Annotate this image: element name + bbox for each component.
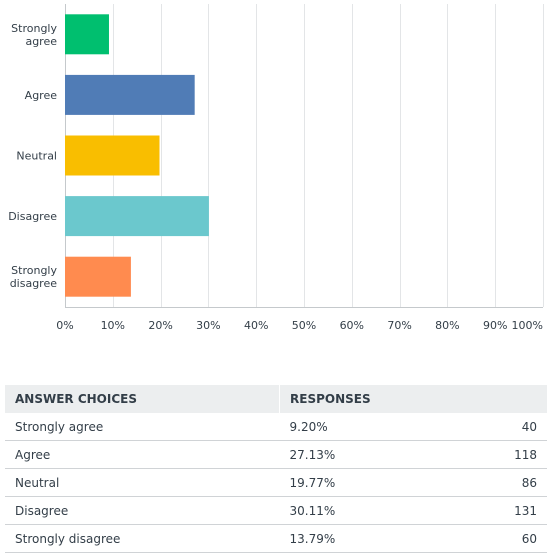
- header-responses: RESPONSES: [279, 385, 547, 413]
- category-label: Neutral: [16, 150, 57, 163]
- row-choice: Strongly disagree: [5, 524, 280, 553]
- row-count: 131: [441, 496, 547, 525]
- results-table: ANSWER CHOICES RESPONSES Strongly agree …: [5, 385, 547, 553]
- tick-label: 80%: [435, 319, 459, 332]
- bar: [65, 74, 195, 115]
- tick-label: 60%: [340, 319, 364, 332]
- table-header-row: ANSWER CHOICES RESPONSES: [5, 385, 547, 413]
- table-row: Strongly agree 9.20% 40: [5, 413, 547, 441]
- tick-label: 50%: [292, 319, 316, 332]
- category-label: disagree: [10, 277, 58, 290]
- tick-label: 40%: [244, 319, 268, 332]
- row-choice: Agree: [5, 440, 280, 469]
- row-choice: Strongly agree: [5, 413, 280, 441]
- row-choice: Disagree: [5, 496, 280, 525]
- bar-chart: Strongly agree Agree Neutral Disagree Strongl…: [8, 4, 544, 332]
- row-percent: 30.11%: [279, 496, 442, 525]
- tick-label: 70%: [387, 319, 411, 332]
- row-percent: 27.13%: [279, 440, 442, 469]
- bar: [65, 14, 109, 55]
- tick-label: 10%: [101, 319, 125, 332]
- category-label: agree: [25, 35, 57, 48]
- table-row: Strongly disagree 13.79% 60: [5, 524, 547, 553]
- row-count: 60: [441, 524, 547, 553]
- category-label: Disagree: [8, 210, 57, 223]
- row-count: 40: [441, 413, 547, 441]
- row-count: 118: [441, 440, 547, 469]
- tick-label: 100%: [512, 319, 543, 332]
- tick-label: 0%: [56, 319, 73, 332]
- row-percent: 13.79%: [279, 524, 442, 553]
- header-answer-choices: ANSWER CHOICES: [5, 385, 280, 413]
- category-label: Strongly: [11, 264, 57, 277]
- bar: [65, 196, 209, 237]
- row-percent: 19.77%: [279, 468, 442, 497]
- category-label: Agree: [25, 89, 58, 102]
- tick-label: 30%: [196, 319, 220, 332]
- category-label: Strongly: [11, 22, 57, 35]
- row-count: 86: [441, 468, 547, 497]
- table-row: Agree 27.13% 118: [5, 440, 547, 469]
- table-row: Neutral 19.77% 86: [5, 468, 547, 497]
- chart-svg: StronglyagreeAgreeNeutralDisagreeStrongl…: [8, 4, 544, 332]
- bar: [65, 135, 160, 176]
- bar: [65, 256, 131, 297]
- tick-label: 90%: [483, 319, 507, 332]
- table-row: Disagree 30.11% 131: [5, 496, 547, 525]
- tick-label: 20%: [148, 319, 172, 332]
- row-percent: 9.20%: [279, 413, 442, 441]
- row-choice: Neutral: [5, 468, 280, 497]
